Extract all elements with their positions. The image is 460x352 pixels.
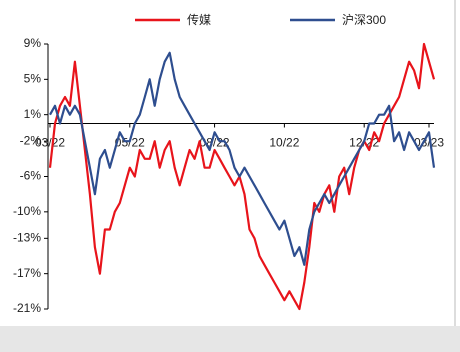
y-tick-label: 5% <box>24 72 42 86</box>
y-tick-label: -21% <box>13 301 41 315</box>
x-tick-label: 10/22 <box>269 136 299 150</box>
y-tick-label: -6% <box>20 169 42 183</box>
y-tick-label: 1% <box>24 107 42 121</box>
series-line <box>48 42 436 311</box>
y-tick-label: -13% <box>13 231 41 245</box>
footer-band <box>0 326 460 352</box>
legend-label: 传媒 <box>187 12 211 27</box>
y-tick-label: -10% <box>13 204 41 218</box>
x-tick-label: 03/22 <box>35 136 65 150</box>
y-tick-label: -2% <box>20 133 42 147</box>
legend-label: 沪深300 <box>342 13 386 27</box>
x-tick-label: 05/22 <box>115 136 145 150</box>
y-tick-label: 9% <box>24 36 42 50</box>
y-tick-label: -17% <box>13 266 41 280</box>
series-line <box>49 51 436 266</box>
